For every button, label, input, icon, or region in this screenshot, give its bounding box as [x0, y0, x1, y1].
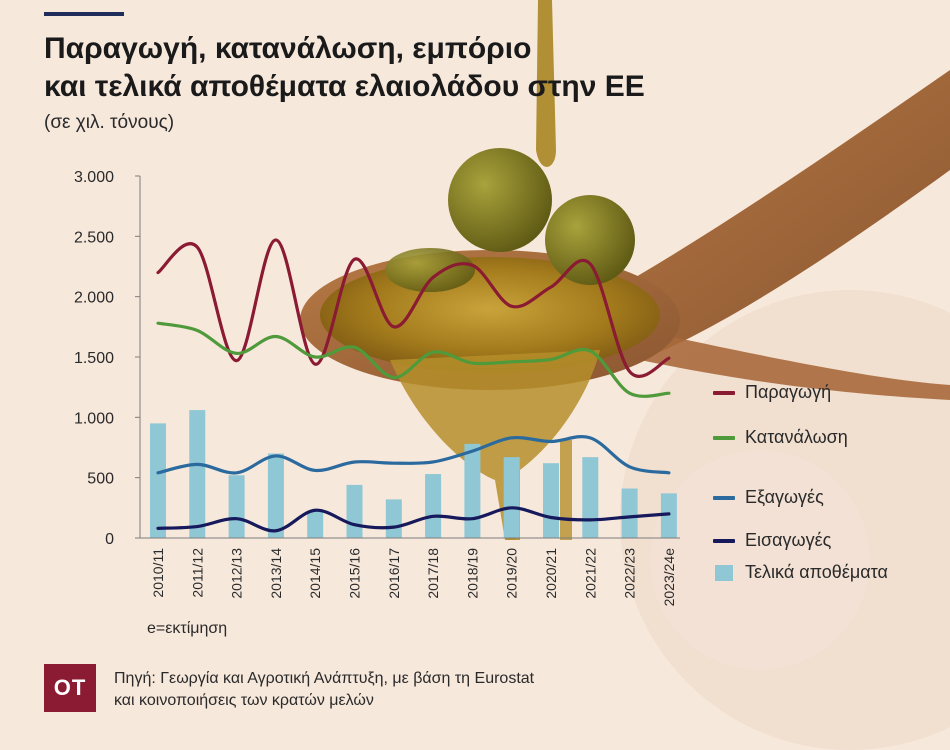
x-tick-label: 2017/18: [425, 548, 441, 599]
stocks-bar: [385, 499, 402, 538]
y-tick-label: 3.000: [74, 169, 114, 186]
chart-title-line-1: Παραγωγή, κατανάλωση, εμπόριο: [44, 32, 532, 65]
stocks-bar: [346, 484, 363, 538]
x-tick-label: 2019/20: [504, 548, 520, 599]
legend-item-imports: Εισαγωγές: [713, 530, 831, 551]
legend-item-exports: Εξαγωγές: [713, 487, 824, 508]
stocks-bar: [503, 457, 520, 538]
x-tick-label: 2023/24e: [661, 548, 677, 607]
legend-label-stocks: Τελικά αποθέματα: [745, 562, 888, 582]
stocks-bar: [150, 423, 166, 538]
stocks-bar: [660, 493, 677, 538]
legend-swatch-imports: [713, 538, 735, 543]
stocks-bar: [267, 453, 284, 538]
series-line-imports: [156, 506, 671, 533]
stocks-bar: [582, 457, 599, 538]
series-line-production: [156, 238, 671, 378]
stocks-bar: [621, 488, 638, 538]
x-tick-label: 2016/17: [386, 548, 402, 599]
stocks-bar: [464, 443, 481, 538]
x-tick-label: 2014/15: [307, 548, 323, 599]
x-tick-label: 2011/12: [189, 548, 205, 598]
x-tick-label: 2020/21: [543, 548, 559, 599]
legend-item-stocks: Τελικά αποθέματα: [713, 562, 888, 583]
legend-label-exports: Εξαγωγές: [745, 487, 824, 507]
x-tick-label: 2022/23: [622, 548, 638, 599]
x-tick-label: 2010/11: [150, 548, 166, 598]
stocks-bar: [189, 410, 206, 538]
legend-swatch-consumption: [713, 435, 735, 440]
source-line-1: Πηγή: Γεωργία και Αγροτική Ανάπτυξη, με …: [114, 670, 535, 687]
legend-label-imports: Εισαγωγές: [745, 530, 832, 550]
y-tick-label: 0: [105, 531, 114, 548]
ot-logo: OT: [44, 664, 96, 712]
legend-swatch-production: [713, 390, 735, 395]
series-line-exports: [156, 435, 671, 475]
y-axis-tick-labels: 0 500 1.000 1.500 2.000 2.500 3.000: [74, 169, 114, 548]
legend-item-consumption: Κατανάλωση: [713, 427, 848, 448]
chart-title-line-2: και τελικά αποθέματα ελαιολάδου στην ΕΕ: [44, 70, 645, 103]
stocks-bar: [543, 463, 559, 538]
chart-title: Παραγωγή, κατανάλωση, εμπόριο και τελικά…: [44, 30, 645, 106]
x-tick-label: 2015/16: [347, 548, 363, 599]
chart-legend: Παραγωγή Κατανάλωση Εξαγωγές Εισαγωγές Τ…: [713, 372, 943, 612]
chart-subtitle: (σε χιλ. τόνους): [44, 112, 175, 133]
x-axis-tick-labels: 2010/11 2011/12 2012/13 2013/14 2014/15 2015/…: [150, 548, 677, 607]
x-tick-label: 2018/19: [464, 548, 480, 599]
stocks-bar: [307, 511, 324, 538]
x-tick-label: 2013/14: [268, 548, 284, 599]
legend-swatch-stocks: [715, 564, 733, 581]
y-tick-label: 2.500: [74, 229, 114, 246]
x-tick-label: 2021/22: [582, 548, 598, 599]
series-lines: [156, 238, 671, 533]
source-line-2: και κοινοποιήσεις των κρατών μελών: [114, 692, 374, 709]
y-tick-label: 2.000: [74, 290, 114, 307]
top-accent-rule: [44, 12, 124, 16]
series-line-consumption: [156, 321, 671, 398]
legend-swatch-exports: [713, 495, 735, 500]
y-tick-label: 1.000: [74, 410, 114, 427]
estimate-note: e=εκτίμηση: [147, 620, 228, 637]
chart-axes: [135, 175, 680, 539]
source-note: Πηγή: Γεωργία και Αγροτική Ανάπτυξη, με …: [114, 668, 534, 712]
y-tick-label: 500: [87, 471, 114, 488]
legend-label-consumption: Κατανάλωση: [745, 427, 848, 447]
y-tick-label: 1.500: [74, 350, 114, 367]
x-tick-label: 2012/13: [229, 548, 245, 599]
stocks-bar: [425, 474, 442, 538]
legend-item-production: Παραγωγή: [713, 382, 831, 403]
legend-label-production: Παραγωγή: [745, 382, 832, 402]
stocks-bar: [228, 475, 245, 538]
